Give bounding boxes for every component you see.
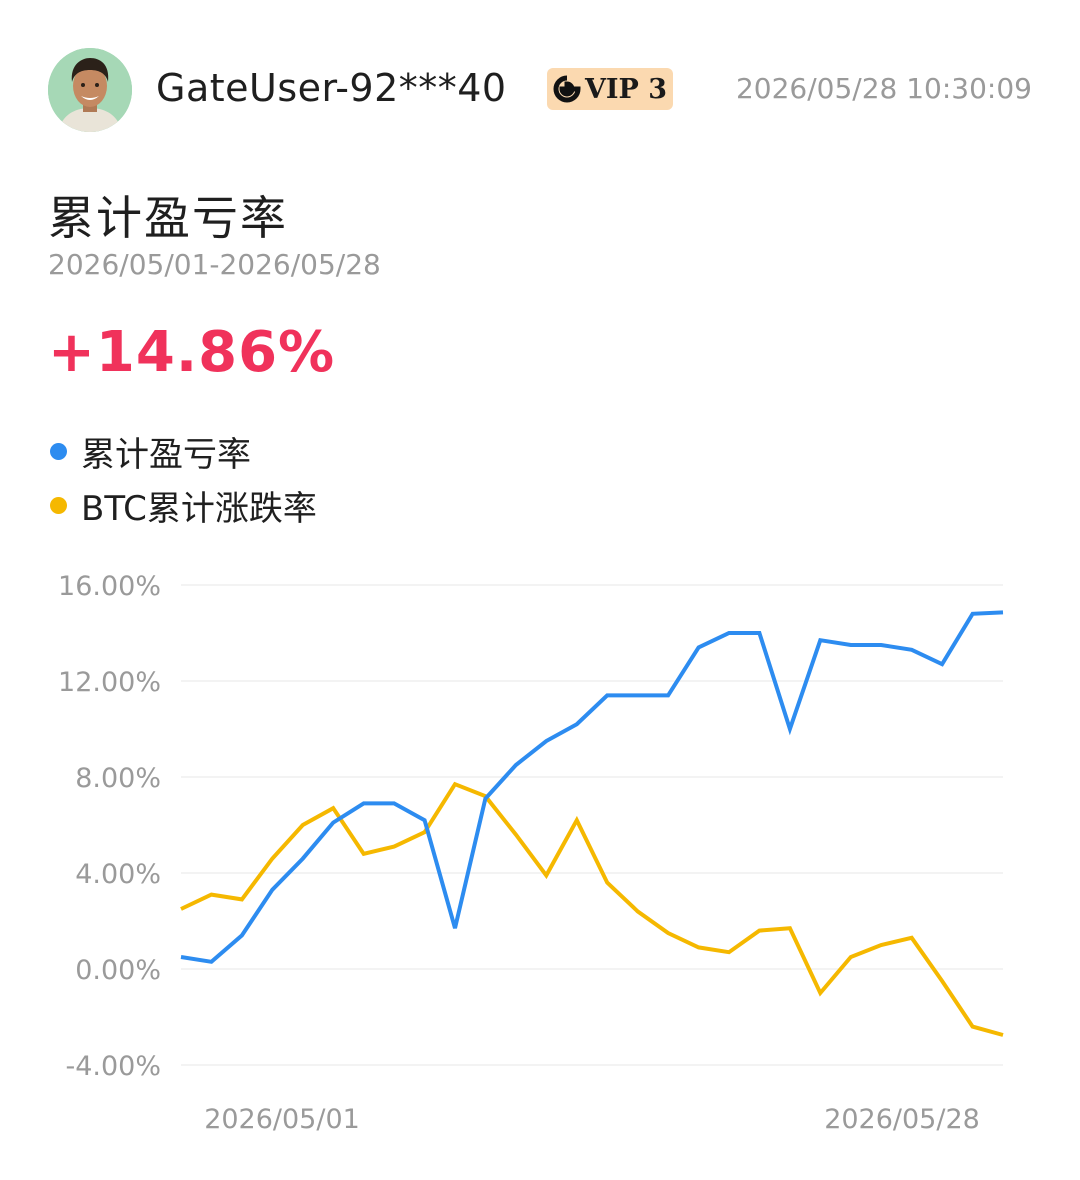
gate-logo-icon <box>553 75 581 103</box>
legend-item-btc[interactable]: BTC累计涨跌率 <box>48 478 317 532</box>
legend-dot-btc <box>50 496 67 514</box>
username: GateUser-92***40 <box>156 66 507 110</box>
avatar[interactable] <box>48 48 132 132</box>
user-header: GateUser-92***40 VIP 3 2026/05/28 10:30:… <box>48 46 1032 134</box>
page-title: 累计盈亏率 <box>48 191 288 245</box>
legend-label-btc: BTC累计涨跌率 <box>81 488 317 529</box>
timestamp: 2026/05/28 10:30:09 <box>735 72 1032 105</box>
y-tick-label: 4.00% <box>75 859 161 890</box>
y-tick-label: 0.00% <box>75 955 161 986</box>
series-line-pnl[interactable] <box>180 610 1004 964</box>
avatar-icon <box>48 48 132 132</box>
pnl-line-chart[interactable]: 16.00% 12.00% 8.00% 4.00% 0.00% -4.00% 2026/05… <box>0 560 1080 1160</box>
vip-level-label: VIP 3 <box>584 73 668 105</box>
series-line-btc[interactable] <box>180 781 1004 1037</box>
date-range: 2026/05/01-2026/05/28 <box>48 248 381 281</box>
cumulative-pnl-value: +14.86% <box>48 320 336 385</box>
x-tick-label: 2026/05/28 <box>824 1104 980 1135</box>
legend-item-pnl[interactable]: 累计盈亏率 <box>48 424 317 478</box>
chart-legend: 累计盈亏率 BTC累计涨跌率 <box>48 424 317 532</box>
legend-dot-pnl <box>50 442 67 460</box>
y-tick-label: -4.00% <box>65 1051 161 1082</box>
y-tick-label: 16.00% <box>58 571 161 602</box>
vip-badge[interactable]: VIP 3 <box>547 68 673 110</box>
x-tick-label: 2026/05/01 <box>204 1104 360 1135</box>
y-tick-label: 8.00% <box>75 763 161 794</box>
y-tick-label: 12.00% <box>58 667 161 698</box>
legend-label-pnl: 累计盈亏率 <box>81 434 251 475</box>
